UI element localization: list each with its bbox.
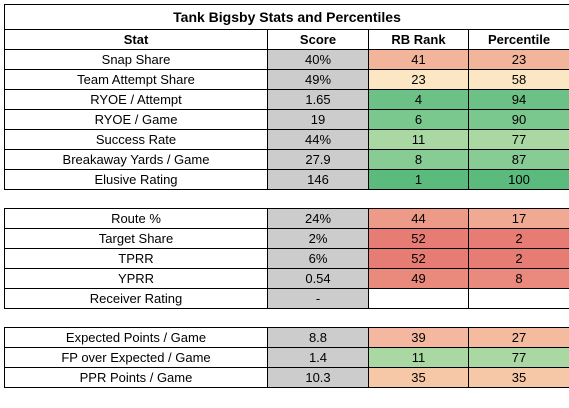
score-cell: 40%	[267, 49, 369, 70]
stat-cell: Route %	[4, 208, 268, 229]
stat-cell: Team Attempt Share	[4, 69, 268, 90]
score-cell: 2%	[267, 228, 369, 249]
rb-rank-cell: 11	[368, 129, 469, 150]
table-row: TPRR 6% 52 2	[4, 248, 569, 269]
score-cell: 1.4	[267, 347, 369, 368]
table-row: RYOE / Game 19 6 90	[4, 109, 569, 130]
stat-cell: Expected Points / Game	[4, 327, 268, 348]
header-rb-rank: RB Rank	[368, 29, 469, 50]
rb-rank-cell: 44	[368, 208, 469, 229]
stat-cell: TPRR	[4, 248, 268, 269]
table-row: Team Attempt Share 49% 23 58	[4, 69, 569, 90]
table-row: Route % 24% 44 17	[4, 208, 569, 229]
stat-cell: Receiver Rating	[4, 288, 268, 309]
score-cell: 19	[267, 109, 369, 130]
percentile-cell: 27	[467, 327, 569, 348]
rb-rank-cell: 35	[368, 367, 469, 388]
table-row: Snap Share 40% 41 23	[4, 49, 569, 70]
stat-cell: Elusive Rating	[4, 169, 268, 190]
stat-cell: Target Share	[4, 228, 268, 249]
header-score: Score	[267, 29, 369, 50]
percentile-cell: 77	[467, 129, 569, 150]
rb-rank-cell: 23	[368, 69, 469, 90]
stats-table: Tank Bigsby Stats and Percentiles Stat S…	[3, 4, 569, 388]
rb-rank-cell: 39	[368, 327, 469, 348]
percentile-cell: 94	[467, 89, 569, 110]
stat-cell: Breakaway Yards / Game	[4, 149, 268, 170]
rb-rank-cell: 11	[368, 347, 469, 368]
rb-rank-cell: 52	[368, 228, 469, 249]
score-cell: 146	[267, 169, 369, 190]
gap-cell	[5, 309, 569, 328]
percentile-cell: 100	[467, 169, 569, 190]
percentile-cell: 17	[467, 208, 569, 229]
score-cell: 8.8	[267, 327, 369, 348]
table-row: RYOE / Attempt 1.65 4 94	[4, 89, 569, 110]
sheet-title: Tank Bigsby Stats and Percentiles	[3, 4, 569, 30]
table-row: Target Share 2% 52 2	[4, 228, 569, 249]
score-cell: 49%	[267, 69, 369, 90]
score-cell: 6%	[267, 248, 369, 269]
table-row: Success Rate 44% 11 77	[4, 129, 569, 150]
score-cell: -	[267, 288, 369, 309]
header-stat: Stat	[4, 29, 268, 50]
gap-cell	[5, 190, 569, 209]
stat-cell: RYOE / Attempt	[4, 89, 268, 110]
stat-cell: Success Rate	[4, 129, 268, 150]
percentile-cell: 2	[467, 228, 569, 249]
percentile-cell: 35	[467, 367, 569, 388]
stat-cell: RYOE / Game	[4, 109, 268, 130]
table-row: FP over Expected / Game 1.4 11 77	[4, 347, 569, 368]
percentile-cell: 23	[467, 49, 569, 70]
rb-rank-cell	[368, 288, 469, 309]
percentile-cell	[467, 288, 569, 309]
rb-rank-cell: 8	[368, 149, 469, 170]
score-cell: 10.3	[267, 367, 369, 388]
stats-sheet: Tank Bigsby Stats and Percentiles Stat S…	[3, 4, 569, 388]
section-gap	[5, 190, 569, 209]
score-cell: 44%	[267, 129, 369, 150]
stat-cell: YPRR	[4, 268, 268, 289]
percentile-cell: 58	[467, 69, 569, 90]
rb-rank-cell: 6	[368, 109, 469, 130]
percentile-cell: 2	[467, 248, 569, 269]
table-row: PPR Points / Game 10.3 35 35	[4, 367, 569, 388]
rb-rank-cell: 4	[368, 89, 469, 110]
score-cell: 27.9	[267, 149, 369, 170]
percentile-cell: 90	[467, 109, 569, 130]
score-cell: 24%	[267, 208, 369, 229]
table-row: YPRR 0.54 49 8	[4, 268, 569, 289]
table-row: Expected Points / Game 8.8 39 27	[4, 327, 569, 348]
score-cell: 1.65	[267, 89, 369, 110]
percentile-cell: 77	[467, 347, 569, 368]
table-row: Receiver Rating -	[4, 288, 569, 309]
score-cell: 0.54	[267, 268, 369, 289]
percentile-cell: 87	[467, 149, 569, 170]
stat-cell: Snap Share	[4, 49, 268, 70]
table-row: Breakaway Yards / Game 27.9 8 87	[4, 149, 569, 170]
stat-cell: PPR Points / Game	[4, 367, 268, 388]
rb-rank-cell: 49	[368, 268, 469, 289]
stat-cell: FP over Expected / Game	[4, 347, 268, 368]
percentile-cell: 8	[467, 268, 569, 289]
rb-rank-cell: 1	[368, 169, 469, 190]
table-row: Elusive Rating 146 1 100	[4, 169, 569, 190]
header-percentile: Percentile	[467, 29, 569, 50]
rb-rank-cell: 52	[368, 248, 469, 269]
rb-rank-cell: 41	[368, 49, 469, 70]
section-gap	[5, 309, 569, 328]
